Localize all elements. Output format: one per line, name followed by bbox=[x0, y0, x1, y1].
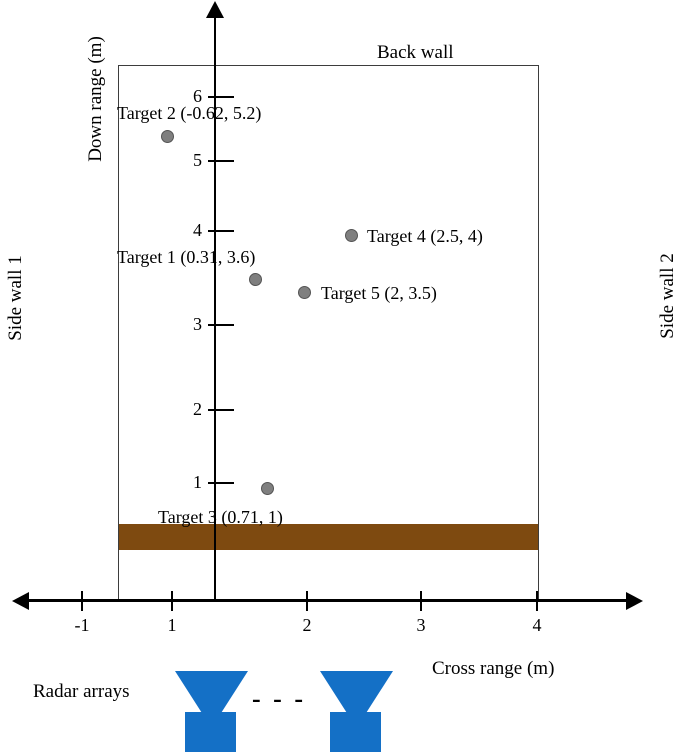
axis-arrow-left-icon bbox=[12, 592, 29, 610]
down-range-axis-line bbox=[214, 14, 216, 601]
x-tick-neg1 bbox=[81, 591, 83, 611]
radar-base-1 bbox=[185, 712, 236, 752]
target-5-dot bbox=[298, 286, 311, 299]
axis-arrow-up-icon bbox=[206, 1, 224, 18]
y-tick-1 bbox=[208, 482, 234, 484]
radar-horn-2-icon bbox=[320, 671, 393, 712]
y-tick-2 bbox=[208, 409, 234, 411]
back-wall-label: Back wall bbox=[377, 42, 454, 63]
y-tick-4 bbox=[208, 230, 234, 232]
x-tick-label-4: 4 bbox=[532, 615, 542, 635]
target-3-label: Target 3 (0.71, 1) bbox=[158, 507, 283, 527]
radar-base-2 bbox=[330, 712, 381, 752]
y-tick-label-5: 5 bbox=[193, 150, 202, 170]
radar-horn-1-icon bbox=[175, 671, 248, 712]
y-tick-label-2: 2 bbox=[193, 399, 202, 419]
cross-range-axis-line bbox=[28, 599, 628, 602]
x-tick-label-1: 1 bbox=[167, 615, 177, 635]
radar-arrays-label: Radar arrays bbox=[33, 681, 130, 702]
y-tick-label-3: 3 bbox=[193, 314, 202, 334]
axis-arrow-right-icon bbox=[626, 592, 643, 610]
x-tick-label-2: 2 bbox=[302, 615, 312, 635]
side-wall-2-label: Side wall 2 bbox=[657, 253, 678, 339]
x-tick-2 bbox=[306, 591, 308, 611]
x-tick-3 bbox=[420, 591, 422, 611]
y-tick-label-6: 6 bbox=[193, 86, 202, 106]
target-2-label: Target 2 (-0.62, 5.2) bbox=[117, 103, 262, 123]
target-1-dot bbox=[249, 273, 262, 286]
target-3-dot bbox=[261, 482, 274, 495]
y-tick-label-1: 1 bbox=[193, 472, 202, 492]
cross-range-axis-label: Cross range (m) bbox=[432, 658, 555, 679]
target-5-label: Target 5 (2, 3.5) bbox=[321, 283, 437, 303]
x-tick-label-3: 3 bbox=[416, 615, 426, 635]
target-2-dot bbox=[161, 130, 174, 143]
x-tick-4 bbox=[536, 591, 538, 611]
target-1-label: Target 1 (0.31, 3.6) bbox=[117, 247, 256, 267]
y-tick-5 bbox=[208, 160, 234, 162]
y-tick-6 bbox=[208, 96, 234, 98]
radar-dashes: - - - bbox=[252, 684, 306, 713]
side-wall-1-label: Side wall 1 bbox=[5, 255, 26, 341]
y-tick-3 bbox=[208, 324, 234, 326]
target-4-dot bbox=[345, 229, 358, 242]
y-tick-label-4: 4 bbox=[193, 220, 202, 240]
x-tick-label-neg1: -1 bbox=[74, 615, 90, 635]
down-range-axis-label: Down range (m) bbox=[85, 36, 106, 162]
x-tick-1 bbox=[171, 591, 173, 611]
front-wall-bar bbox=[119, 524, 538, 550]
target-4-label: Target 4 (2.5, 4) bbox=[367, 226, 483, 246]
